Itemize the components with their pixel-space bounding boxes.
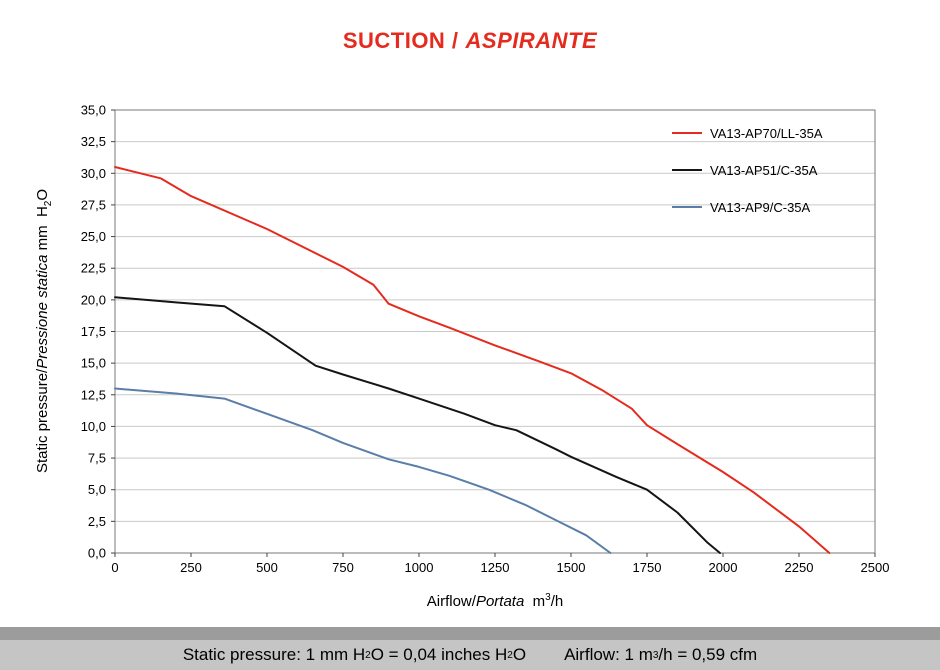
- svg-text:2250: 2250: [785, 560, 814, 575]
- svg-text:7,5: 7,5: [88, 451, 106, 466]
- chart-title-part1: SUCTION /: [342, 28, 459, 53]
- svg-text:5,0: 5,0: [88, 482, 106, 497]
- svg-text:17,5: 17,5: [81, 324, 106, 339]
- svg-text:35,0: 35,0: [81, 103, 106, 118]
- legend-label: VA13-AP9/C-35A: [710, 199, 811, 215]
- svg-text:10,0: 10,0: [81, 419, 106, 434]
- svg-text:30,0: 30,0: [81, 166, 106, 181]
- svg-text:25,0: 25,0: [81, 229, 106, 244]
- legend-item: VA13-AP70/LL-35A: [672, 124, 823, 142]
- x-axis-superscript: 3: [545, 592, 551, 603]
- legend-swatch: [672, 132, 702, 134]
- svg-text:2500: 2500: [861, 560, 890, 575]
- legend-swatch: [672, 206, 702, 208]
- svg-text:27,5: 27,5: [81, 197, 106, 212]
- x-axis-label: Airflow/Portata m3/h: [115, 592, 875, 610]
- y-axis-label-italic: Pressione statica: [34, 254, 51, 369]
- y-axis-subscript: 2: [43, 200, 54, 207]
- y-axis-label: Static pressure/Pressione statica mm H2O: [34, 189, 54, 473]
- x-axis-unit-end: /h: [550, 593, 564, 610]
- svg-text:15,0: 15,0: [81, 356, 106, 371]
- y-axis-label-text: Static pressure/: [34, 368, 51, 474]
- legend-label: VA13-AP70/LL-35A: [710, 125, 823, 141]
- y-axis-unit-end: O: [34, 188, 51, 201]
- svg-text:1500: 1500: [557, 560, 586, 575]
- svg-text:1000: 1000: [405, 560, 434, 575]
- svg-text:250: 250: [180, 560, 202, 575]
- svg-text:750: 750: [332, 560, 354, 575]
- legend-label: VA13-AP51/C-35A: [710, 162, 818, 178]
- footer-superscript: 3: [652, 649, 659, 661]
- svg-text:22,5: 22,5: [81, 261, 106, 276]
- footer-text: O = 0,04 inches H: [370, 645, 508, 664]
- svg-text:32,5: 32,5: [81, 134, 106, 149]
- svg-text:0: 0: [111, 560, 118, 575]
- x-axis-unit: m: [524, 593, 546, 610]
- x-axis-label-italic: Portata: [475, 593, 525, 610]
- footer-subscript: 2: [365, 649, 371, 661]
- svg-text:1250: 1250: [481, 560, 510, 575]
- footer-text: O: [512, 645, 527, 664]
- legend: VA13-AP70/LL-35A VA13-AP51/C-35A VA13-AP…: [672, 124, 823, 235]
- legend-item: VA13-AP9/C-35A: [672, 198, 823, 216]
- footer-text: /h = 0,59 cfm: [658, 645, 758, 664]
- svg-text:20,0: 20,0: [81, 292, 106, 307]
- svg-text:0,0: 0,0: [88, 546, 106, 561]
- footer-divider-bar: [0, 627, 940, 640]
- legend-item: VA13-AP51/C-35A: [672, 161, 823, 179]
- footer-text: Airflow: 1 m: [564, 645, 653, 664]
- svg-text:2000: 2000: [709, 560, 738, 575]
- footer-text: Static pressure: 1 mm H: [182, 645, 366, 664]
- footer-subscript: 2: [507, 649, 513, 661]
- chart-title-part2: ASPIRANTE: [465, 28, 598, 53]
- svg-text:12,5: 12,5: [81, 387, 106, 402]
- legend-swatch: [672, 169, 702, 171]
- svg-text:1750: 1750: [633, 560, 662, 575]
- svg-text:500: 500: [256, 560, 278, 575]
- chart-title: SUCTION / ASPIRANTE: [0, 28, 940, 54]
- line-chart: 0,0 2,5 5,0 7,5 10,0 12,5 15,0 17,5 20,0 22,5 25,0…: [81, 103, 890, 576]
- x-axis-label-text: Airflow/: [426, 593, 476, 610]
- y-axis-unit: mm H: [34, 206, 51, 255]
- svg-text:2,5: 2,5: [88, 514, 106, 529]
